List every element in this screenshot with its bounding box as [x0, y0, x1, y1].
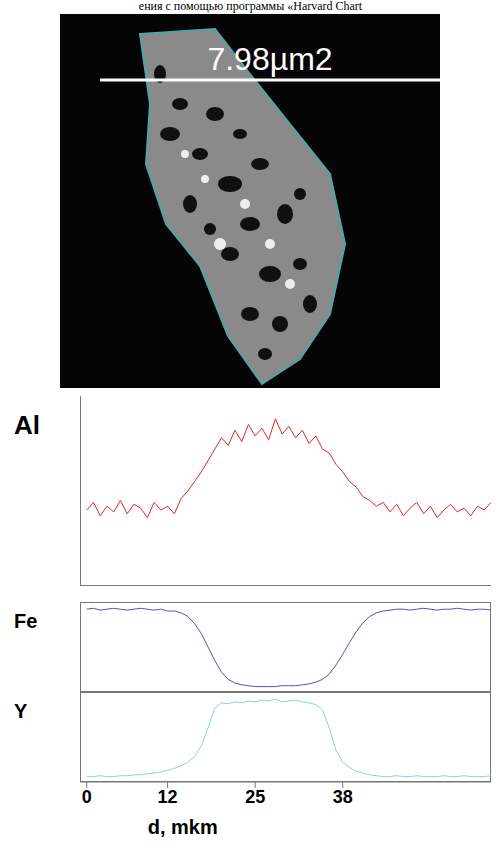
html-text:Y: Y: [14, 700, 28, 722]
html-text:Fe: Fe: [14, 610, 38, 632]
svg-text:12: 12: [158, 787, 178, 807]
html-text:d, mkm: d, mkm: [147, 816, 218, 838]
html-text:ения с помощью программы «Harv: ения с помощью программы «Harvard Chart: [138, 0, 363, 13]
svg-text:7.98µm2: 7.98µm2: [207, 41, 332, 77]
svg-text:38: 38: [333, 787, 353, 807]
svg-text:25: 25: [245, 787, 265, 807]
svg-text:0: 0: [82, 787, 92, 807]
html-text:Al: Al: [14, 410, 40, 440]
